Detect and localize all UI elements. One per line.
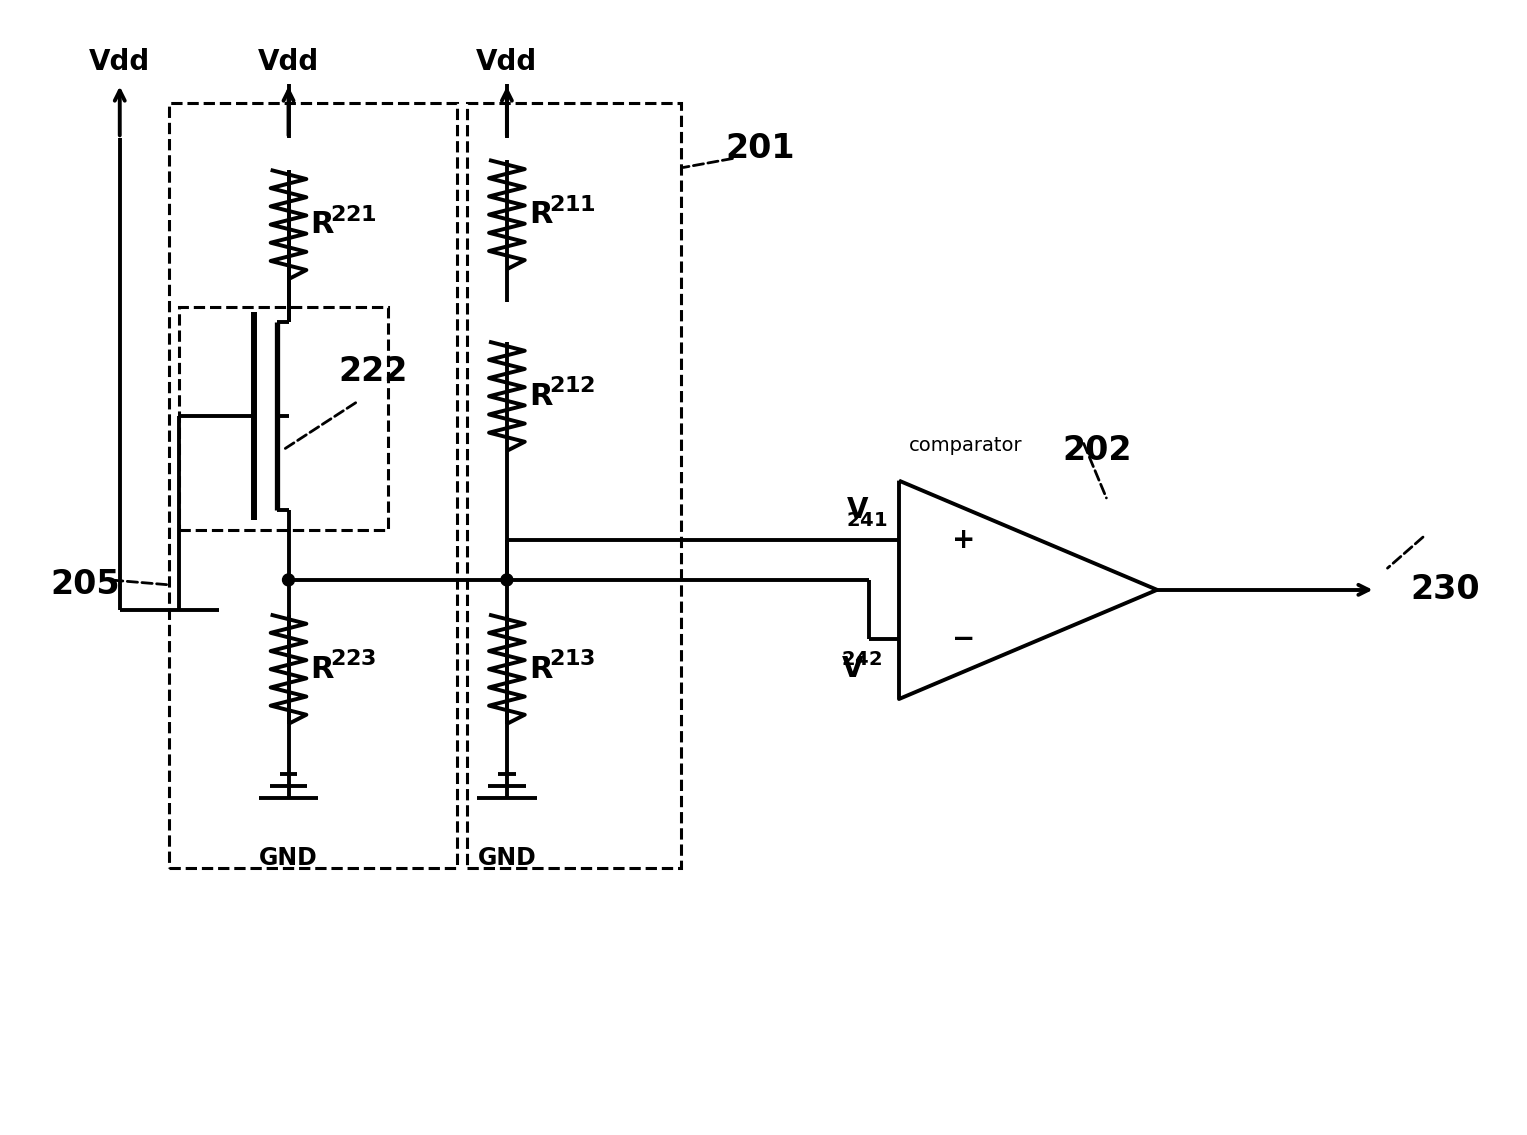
Text: $\mathbf{R}$: $\mathbf{R}$ <box>310 655 336 683</box>
Bar <box>179 306 388 530</box>
Circle shape <box>282 574 295 586</box>
Text: $\mathbf{213}$: $\mathbf{213}$ <box>548 649 596 670</box>
Text: GND: GND <box>478 846 536 869</box>
Text: 230: 230 <box>1409 573 1480 606</box>
Text: comparator: comparator <box>909 436 1023 455</box>
Text: $\mathbf{212}$: $\mathbf{212}$ <box>548 377 596 396</box>
Bar <box>467 103 681 868</box>
Text: $\mathbf{241}$: $\mathbf{241}$ <box>846 511 887 530</box>
Text: $\mathbf{242}$: $\mathbf{242}$ <box>841 650 883 669</box>
Text: Vdd: Vdd <box>258 48 319 76</box>
Text: $\mathbf{R}$: $\mathbf{R}$ <box>310 210 336 239</box>
Text: −: − <box>951 625 976 654</box>
Text: $\mathbf{221}$: $\mathbf{221}$ <box>330 204 377 225</box>
Text: $\mathbf{211}$: $\mathbf{211}$ <box>548 195 596 215</box>
Text: +: + <box>951 527 976 554</box>
Text: $\mathbf{R}$: $\mathbf{R}$ <box>528 200 554 229</box>
Text: $\mathbf{V}$: $\mathbf{V}$ <box>846 496 869 524</box>
Text: 205: 205 <box>50 569 119 602</box>
Text: 201: 201 <box>725 132 794 165</box>
Text: Vdd: Vdd <box>89 48 150 76</box>
Text: 202: 202 <box>1063 435 1133 468</box>
Text: Vdd: Vdd <box>476 48 538 76</box>
Text: $\mathbf{R}$: $\mathbf{R}$ <box>528 381 554 411</box>
Circle shape <box>501 574 513 586</box>
Text: 222: 222 <box>337 355 408 388</box>
Text: $\mathbf{223}$: $\mathbf{223}$ <box>330 649 377 670</box>
Bar <box>169 103 457 868</box>
Text: $\mathbf{V}$: $\mathbf{V}$ <box>841 655 864 683</box>
Text: $\mathbf{R}$: $\mathbf{R}$ <box>528 655 554 683</box>
Text: GND: GND <box>260 846 318 869</box>
